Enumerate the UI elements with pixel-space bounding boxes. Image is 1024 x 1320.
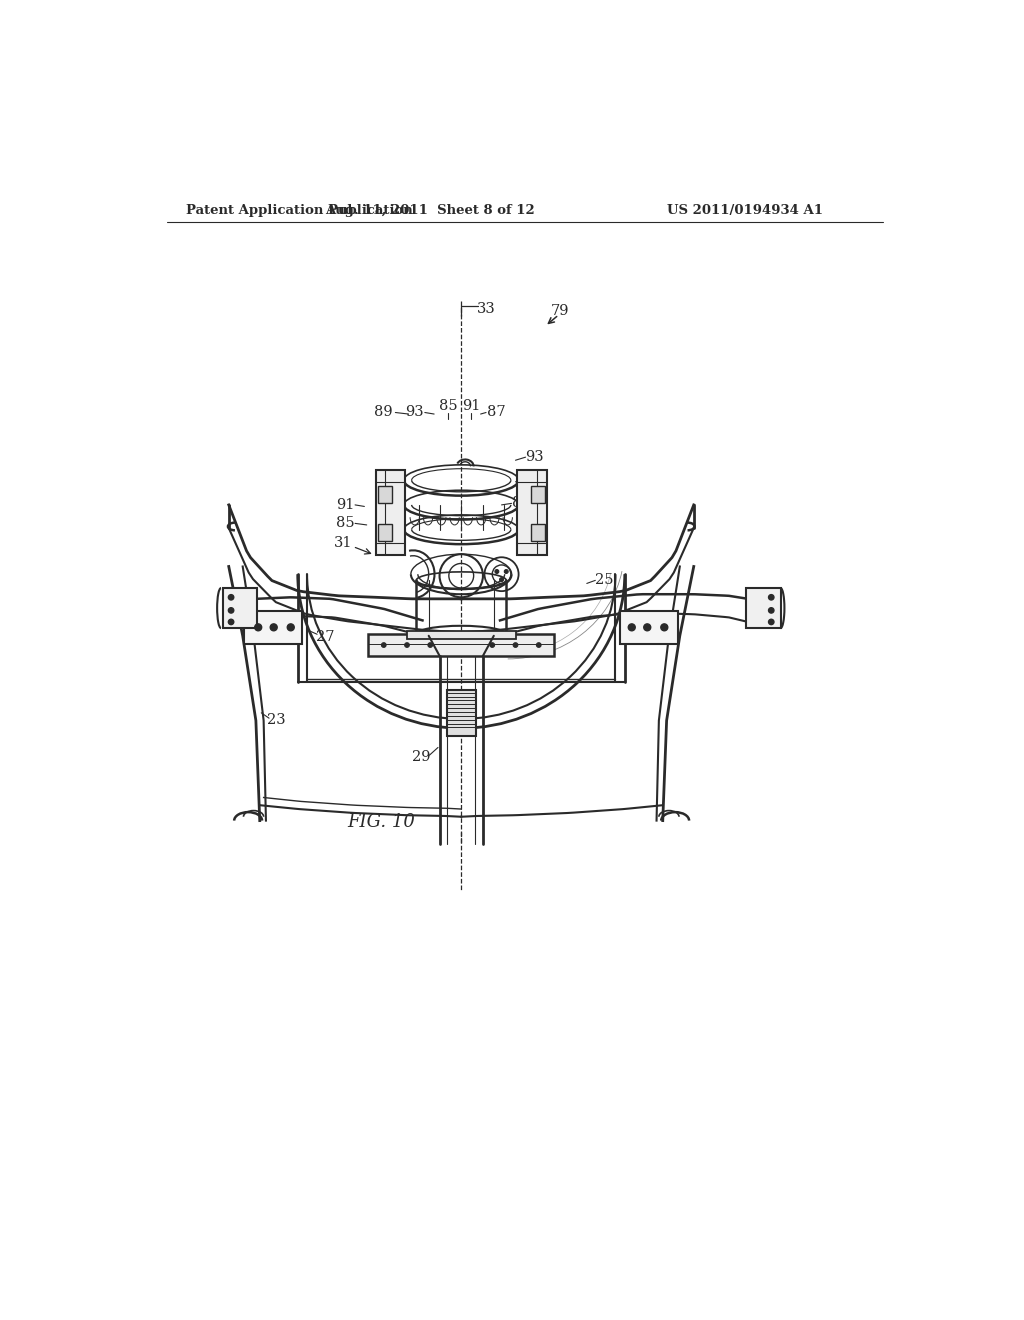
Circle shape [644,624,650,631]
Bar [446,689,476,737]
Text: 91: 91 [336,498,354,512]
Text: 79: 79 [551,304,569,318]
Circle shape [489,643,495,647]
Bar [378,486,391,503]
Bar [407,631,515,639]
Text: US 2011/0194934 A1: US 2011/0194934 A1 [667,205,822,218]
Circle shape [504,570,508,573]
Text: 93: 93 [406,405,424,420]
Circle shape [660,624,668,631]
Bar [245,611,302,644]
Text: Aug. 11, 2011  Sheet 8 of 12: Aug. 11, 2011 Sheet 8 of 12 [326,205,536,218]
Bar [222,589,257,628]
Text: 33: 33 [477,301,496,315]
Circle shape [495,570,499,573]
Bar [369,635,554,656]
Text: 23: 23 [267,714,286,727]
Circle shape [629,624,635,631]
Text: 85: 85 [336,516,354,531]
Text: 87: 87 [486,405,506,420]
Text: 89: 89 [375,405,393,420]
Circle shape [288,624,294,631]
Text: FIG. 10: FIG. 10 [347,813,415,832]
Text: 29: 29 [412,751,430,764]
Text: 91: 91 [462,400,480,413]
Circle shape [769,619,774,624]
Bar [531,486,545,503]
Text: 89: 89 [525,474,544,487]
Bar [378,524,391,541]
Text: 85: 85 [438,400,458,413]
Bar [531,524,545,541]
Circle shape [428,643,432,647]
Circle shape [228,607,233,612]
Bar [621,611,678,644]
Bar [376,470,406,554]
Circle shape [228,619,233,624]
Circle shape [769,607,774,612]
Bar [517,470,547,554]
Text: 93: 93 [525,450,544,465]
Text: 31: 31 [334,536,352,550]
Circle shape [270,624,278,631]
Text: 27: 27 [316,631,335,644]
Circle shape [513,643,518,647]
Circle shape [404,643,410,647]
Text: 25: 25 [595,573,613,587]
Circle shape [537,643,541,647]
Bar [745,589,780,628]
Text: 87: 87 [512,496,531,511]
Circle shape [500,578,504,582]
Text: Patent Application Publication: Patent Application Publication [186,205,413,218]
Circle shape [381,643,386,647]
Circle shape [769,594,774,601]
Circle shape [255,624,262,631]
Circle shape [228,594,233,601]
